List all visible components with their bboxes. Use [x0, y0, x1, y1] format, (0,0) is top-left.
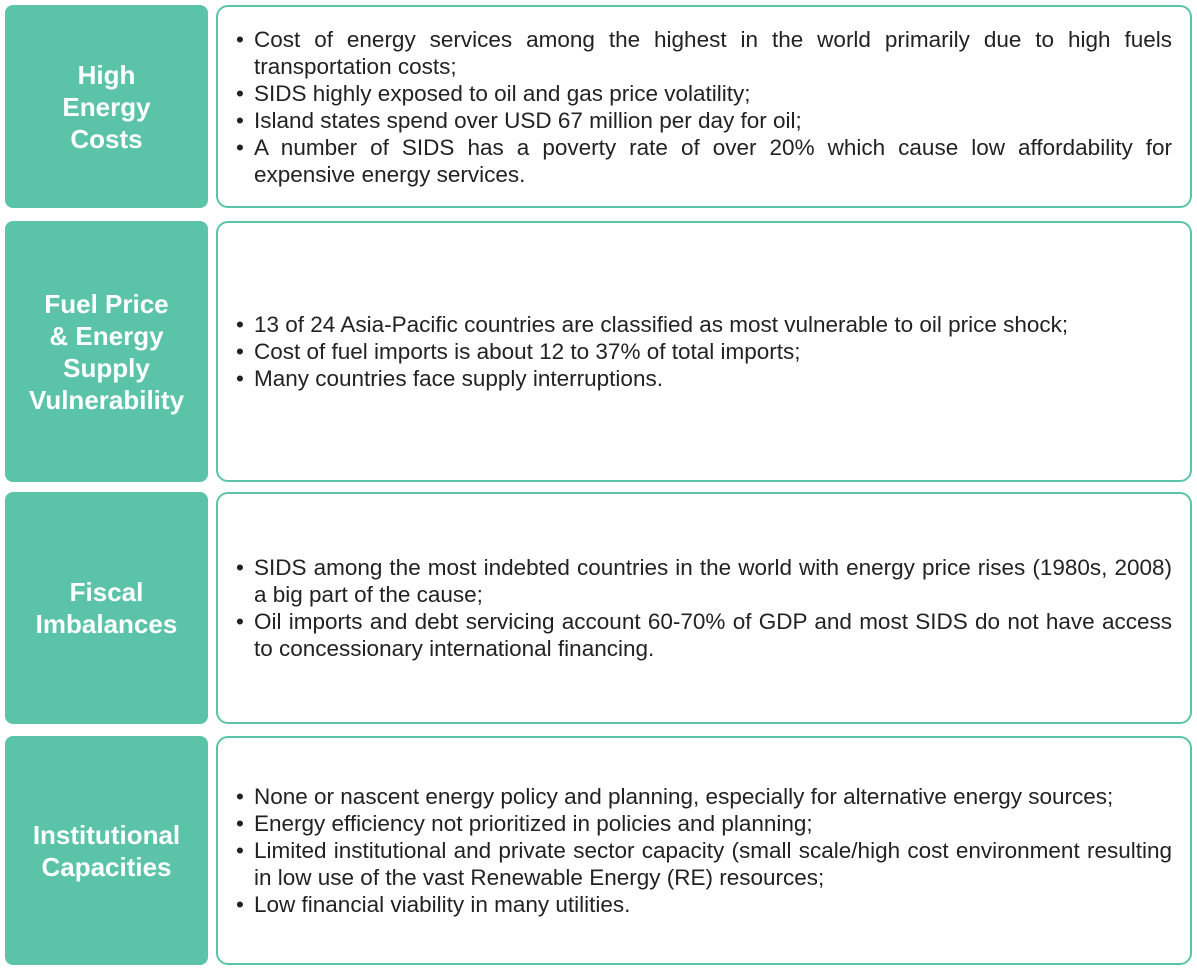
bullet-box: 13 of 24 Asia-Pacific countries are clas…: [216, 221, 1192, 482]
bullet-box: None or nascent energy policy and planni…: [216, 736, 1192, 965]
row-label: Fiscal Imbalances: [5, 492, 208, 724]
bullet-box: SIDS among the most indebted countries i…: [216, 492, 1192, 724]
label-line: Supply: [63, 352, 150, 383]
label-line: Institutional: [32, 819, 181, 850]
bullet-box: Cost of energy services among the highes…: [216, 5, 1192, 208]
bullet-item: Limited institutional and private sector…: [236, 837, 1172, 891]
row-label: High Energy Costs: [5, 5, 208, 208]
bullet-item: SIDS highly exposed to oil and gas price…: [236, 80, 1172, 107]
label-line: Vulnerability: [28, 384, 185, 415]
bullet-item: 13 of 24 Asia-Pacific countries are clas…: [236, 311, 1172, 338]
bullet-item: Cost of fuel imports is about 12 to 37% …: [236, 338, 1172, 365]
bullet-item: Oil imports and debt servicing account 6…: [236, 608, 1172, 662]
bullet-item: SIDS among the most indebted countries i…: [236, 554, 1172, 608]
label-line: Capacities: [41, 851, 172, 882]
bullet-item: Low financial viability in many utilitie…: [236, 891, 1172, 918]
label-line: Imbalances: [35, 609, 178, 639]
bullet-item: Energy efficiency not prioritized in pol…: [236, 810, 1172, 837]
label-line: Fiscal: [69, 577, 144, 607]
row-label: Institutional Capacities: [5, 736, 208, 965]
label-line: High: [77, 59, 136, 90]
row-label: Fuel Price & Energy Supply Vulnerability: [5, 221, 208, 482]
bullet-item: Cost of energy services among the highes…: [236, 26, 1172, 80]
label-line: Costs: [70, 123, 143, 154]
bullet-item: Island states spend over USD 67 million …: [236, 107, 1172, 134]
label-line: Fuel Price: [44, 288, 169, 319]
bullet-item: Many countries face supply interruptions…: [236, 365, 1172, 392]
bullet-item: A number of SIDS has a poverty rate of o…: [236, 134, 1172, 188]
label-line: Energy: [62, 91, 151, 122]
label-line: & Energy: [49, 320, 164, 351]
bullet-item: None or nascent energy policy and planni…: [236, 783, 1172, 810]
